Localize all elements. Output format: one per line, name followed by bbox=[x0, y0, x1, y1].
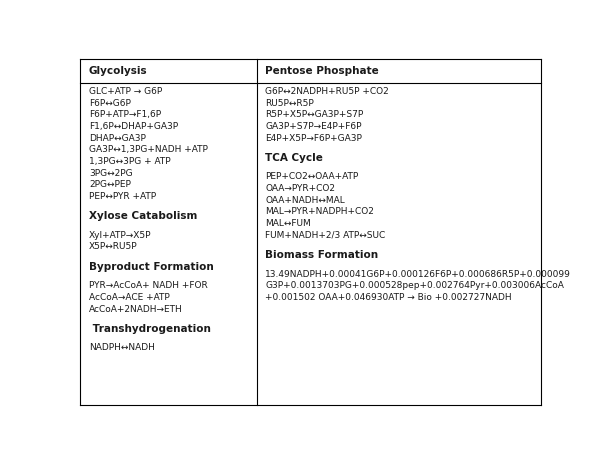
Text: G6P↔2NADPH+RU5P +CO2: G6P↔2NADPH+RU5P +CO2 bbox=[265, 87, 389, 96]
Text: Xyl+ATP→X5P: Xyl+ATP→X5P bbox=[89, 231, 152, 240]
Text: OAA→PYR+CO2: OAA→PYR+CO2 bbox=[265, 184, 335, 193]
Text: 3PG↔2PG: 3PG↔2PG bbox=[89, 168, 133, 178]
Text: GLC+ATP → G6P: GLC+ATP → G6P bbox=[89, 87, 162, 96]
Text: TCA Cycle: TCA Cycle bbox=[265, 153, 323, 163]
Text: 1,3PG↔3PG + ATP: 1,3PG↔3PG + ATP bbox=[89, 157, 170, 166]
Text: GA3P↔1,3PG+NADH +ATP: GA3P↔1,3PG+NADH +ATP bbox=[89, 145, 208, 154]
Text: NADPH↔NADH: NADPH↔NADH bbox=[89, 343, 155, 353]
Text: Xylose Catabolism: Xylose Catabolism bbox=[89, 211, 198, 221]
Text: OAA+NADH↔MAL: OAA+NADH↔MAL bbox=[265, 196, 345, 205]
Text: +0.001502 OAA+0.046930ATP → Bio +0.002727NADH: +0.001502 OAA+0.046930ATP → Bio +0.00272… bbox=[265, 293, 511, 302]
Text: R5P+X5P↔GA3P+S7P: R5P+X5P↔GA3P+S7P bbox=[265, 110, 363, 119]
Text: Pentose Phosphate: Pentose Phosphate bbox=[265, 66, 379, 76]
Text: Byproduct Formation: Byproduct Formation bbox=[89, 262, 214, 272]
Text: PEP+CO2↔OAA+ATP: PEP+CO2↔OAA+ATP bbox=[265, 173, 358, 181]
Text: GA3P+S7P→E4P+F6P: GA3P+S7P→E4P+F6P bbox=[265, 122, 362, 131]
Text: DHAP↔GA3P: DHAP↔GA3P bbox=[89, 134, 146, 143]
Text: E4P+X5P→F6P+GA3P: E4P+X5P→F6P+GA3P bbox=[265, 134, 362, 143]
Text: FUM+NADH+2/3 ATP↔SUC: FUM+NADH+2/3 ATP↔SUC bbox=[265, 231, 385, 240]
Text: AcCoA+2NADH→ETH: AcCoA+2NADH→ETH bbox=[89, 305, 182, 313]
Text: AcCoA→ACE +ATP: AcCoA→ACE +ATP bbox=[89, 293, 170, 302]
Text: Transhydrogenation: Transhydrogenation bbox=[89, 324, 211, 334]
Text: G3P+0.0013703PG+0.000528pep+0.002764Pyr+0.003006AcCoA: G3P+0.0013703PG+0.000528pep+0.002764Pyr+… bbox=[265, 281, 564, 290]
Text: Glycolysis: Glycolysis bbox=[89, 66, 147, 76]
Text: 13.49NADPH+0.00041G6P+0.000126F6P+0.000686R5P+0.000099: 13.49NADPH+0.00041G6P+0.000126F6P+0.0006… bbox=[265, 269, 571, 279]
Text: PEP↔PYR +ATP: PEP↔PYR +ATP bbox=[89, 192, 156, 201]
Text: Biomass Formation: Biomass Formation bbox=[265, 250, 378, 260]
Text: PYR→AcCoA+ NADH +FOR: PYR→AcCoA+ NADH +FOR bbox=[89, 281, 208, 290]
Text: MAL→PYR+NADPH+CO2: MAL→PYR+NADPH+CO2 bbox=[265, 207, 374, 216]
Text: RU5P↔R5P: RU5P↔R5P bbox=[265, 99, 314, 107]
Text: F6P↔G6P: F6P↔G6P bbox=[89, 99, 131, 107]
Text: 2PG↔PEP: 2PG↔PEP bbox=[89, 180, 131, 189]
Text: X5P↔RU5P: X5P↔RU5P bbox=[89, 242, 138, 252]
Text: F6P+ATP→F1,6P: F6P+ATP→F1,6P bbox=[89, 110, 161, 119]
Text: MAL↔FUM: MAL↔FUM bbox=[265, 219, 311, 228]
Text: F1,6P↔DHAP+GA3P: F1,6P↔DHAP+GA3P bbox=[89, 122, 178, 131]
